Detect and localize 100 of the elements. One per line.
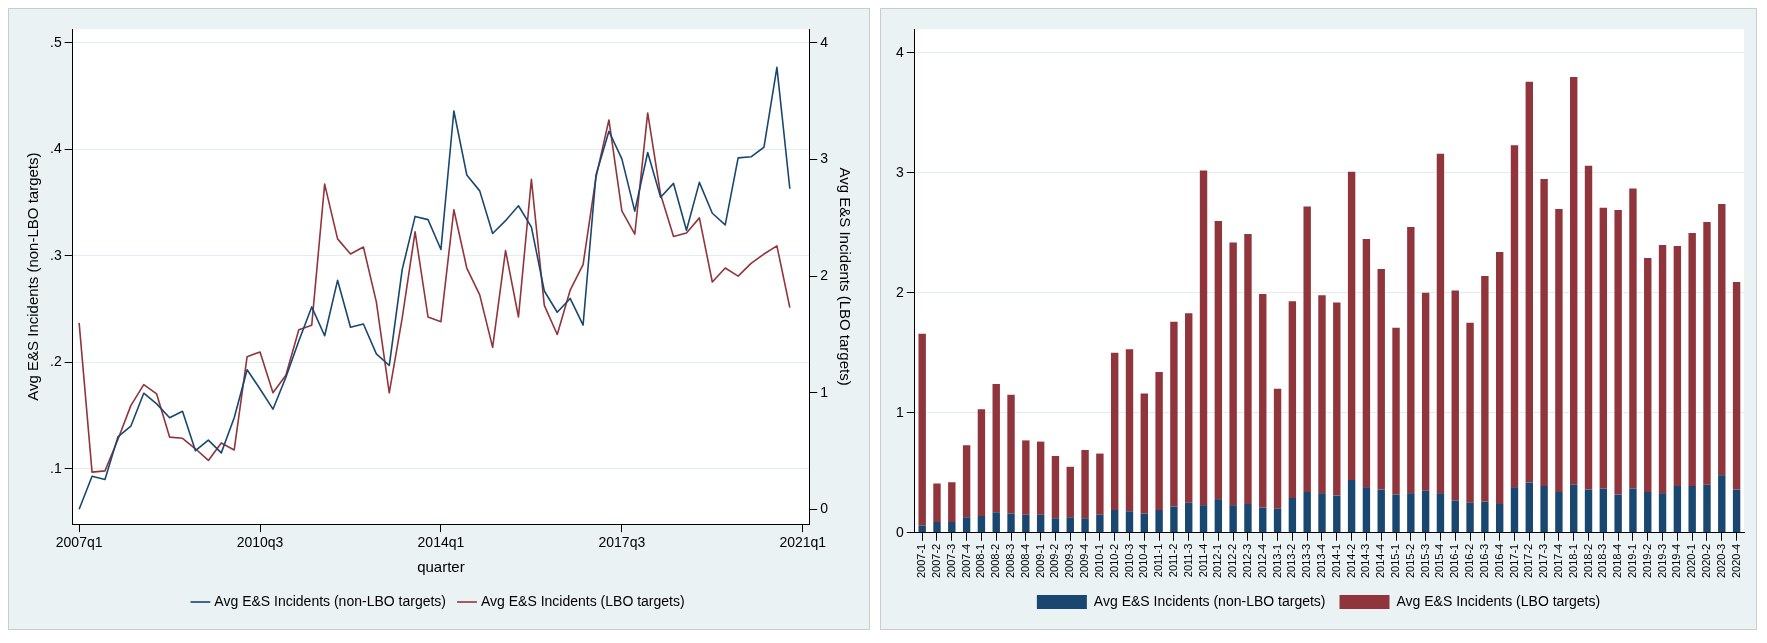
bar bbox=[1436, 493, 1445, 533]
bar bbox=[1436, 153, 1445, 494]
bar bbox=[1362, 487, 1371, 533]
x-tick-label: 2014-4 bbox=[1374, 543, 1387, 579]
bar bbox=[1022, 514, 1030, 533]
bar bbox=[1466, 502, 1474, 533]
bar bbox=[1140, 513, 1148, 533]
bar bbox=[1570, 484, 1578, 533]
bar bbox=[1407, 226, 1415, 494]
x-axis-title: quarter bbox=[417, 558, 465, 576]
x-tick-label: 2020-2 bbox=[1700, 543, 1713, 579]
bar bbox=[1392, 494, 1400, 533]
bar bbox=[1614, 210, 1622, 495]
bar bbox=[1599, 207, 1608, 489]
bar bbox=[992, 512, 1000, 533]
x-tick-label: 2012-1 bbox=[1211, 543, 1224, 579]
bar bbox=[1318, 295, 1326, 494]
bar bbox=[1259, 507, 1267, 533]
bar bbox=[1051, 518, 1060, 533]
bar bbox=[918, 333, 926, 526]
bar bbox=[1658, 244, 1667, 494]
bar bbox=[933, 483, 941, 522]
bar bbox=[1466, 322, 1474, 503]
bar bbox=[1096, 453, 1104, 515]
x-tick-label: 2013-1 bbox=[1270, 543, 1283, 579]
bar bbox=[1525, 482, 1533, 533]
x-tick-label: 2021q1 bbox=[779, 534, 827, 551]
x-tick-label: 2018-2 bbox=[1581, 543, 1594, 579]
bar bbox=[1629, 188, 1637, 489]
x-tick-label: 2013-3 bbox=[1300, 543, 1313, 579]
bar bbox=[1584, 489, 1593, 533]
bar bbox=[1022, 440, 1030, 515]
bar bbox=[1555, 491, 1563, 533]
bar bbox=[1155, 509, 1163, 533]
bar bbox=[1096, 514, 1104, 533]
y2-tick-label: 0 bbox=[820, 500, 829, 517]
x-tick-label: 2008-4 bbox=[1018, 543, 1031, 579]
x-tick-label: 2008-3 bbox=[1004, 543, 1017, 579]
bar bbox=[1155, 372, 1163, 510]
bar bbox=[1170, 321, 1178, 507]
bar bbox=[1510, 487, 1519, 533]
bar bbox=[1629, 488, 1637, 533]
bar bbox=[1732, 282, 1741, 490]
bar bbox=[1688, 485, 1696, 533]
x-tick-label: 2011-4 bbox=[1196, 543, 1209, 578]
bar bbox=[1377, 489, 1385, 533]
y-tick-label: 3 bbox=[895, 163, 904, 180]
bar bbox=[1673, 485, 1682, 533]
bar bbox=[1303, 206, 1311, 492]
bar bbox=[1658, 493, 1667, 533]
bar bbox=[1495, 503, 1504, 533]
x-tick-label: 2010q3 bbox=[236, 534, 284, 551]
bar bbox=[1036, 441, 1045, 515]
x-tick-label: 2014q1 bbox=[417, 534, 465, 551]
bar bbox=[1481, 501, 1489, 533]
bar bbox=[977, 515, 986, 533]
x-tick-label: 2007-3 bbox=[944, 543, 957, 579]
y-tick-label: 1 bbox=[895, 403, 904, 420]
x-tick-label: 2012-3 bbox=[1240, 543, 1253, 579]
bar bbox=[933, 521, 941, 533]
x-tick-label: 2016-1 bbox=[1448, 543, 1461, 579]
bar bbox=[1421, 490, 1430, 533]
legend-label: Avg E&S Incidents (LBO targets) bbox=[481, 592, 685, 609]
y2-tick-label: 4 bbox=[820, 33, 829, 50]
x-tick-label: 2020-1 bbox=[1685, 543, 1698, 579]
bar bbox=[1170, 506, 1178, 533]
bar bbox=[948, 521, 956, 533]
x-tick-label: 2012-4 bbox=[1255, 543, 1268, 579]
bar bbox=[1407, 493, 1415, 533]
bar bbox=[1688, 232, 1696, 486]
x-tick-label: 2011-3 bbox=[1181, 543, 1194, 578]
bar bbox=[1495, 252, 1504, 504]
bar bbox=[1007, 513, 1015, 533]
bar bbox=[962, 517, 971, 533]
bar bbox=[1214, 499, 1223, 533]
bar bbox=[977, 409, 986, 516]
bar bbox=[1007, 394, 1015, 514]
bar bbox=[1125, 511, 1134, 533]
y-axis-title: Avg E&S Incidents (non-LBO targets) bbox=[24, 152, 42, 401]
bar bbox=[1732, 489, 1741, 533]
x-tick-label: 2020-4 bbox=[1729, 543, 1742, 579]
bar bbox=[1421, 292, 1430, 491]
x-tick-label: 2010-2 bbox=[1107, 543, 1120, 579]
bar bbox=[1199, 170, 1208, 506]
bar bbox=[1066, 517, 1074, 533]
bar bbox=[1599, 488, 1608, 533]
bar bbox=[1185, 313, 1193, 503]
x-tick-label: 2010-3 bbox=[1122, 543, 1135, 579]
bar bbox=[1347, 171, 1356, 480]
x-tick-label: 2007-2 bbox=[930, 543, 943, 579]
bar bbox=[1451, 290, 1459, 501]
x-tick-label: 2019-1 bbox=[1625, 543, 1638, 579]
x-tick-label: 2019-4 bbox=[1670, 543, 1683, 579]
x-tick-label: 2015-3 bbox=[1418, 543, 1431, 579]
bar bbox=[1244, 503, 1252, 533]
bar bbox=[1584, 165, 1593, 490]
bar bbox=[1718, 204, 1726, 476]
bar bbox=[1140, 393, 1148, 514]
x-tick-label: 2016-4 bbox=[1492, 543, 1505, 579]
x-tick-label: 2017q3 bbox=[598, 534, 646, 551]
